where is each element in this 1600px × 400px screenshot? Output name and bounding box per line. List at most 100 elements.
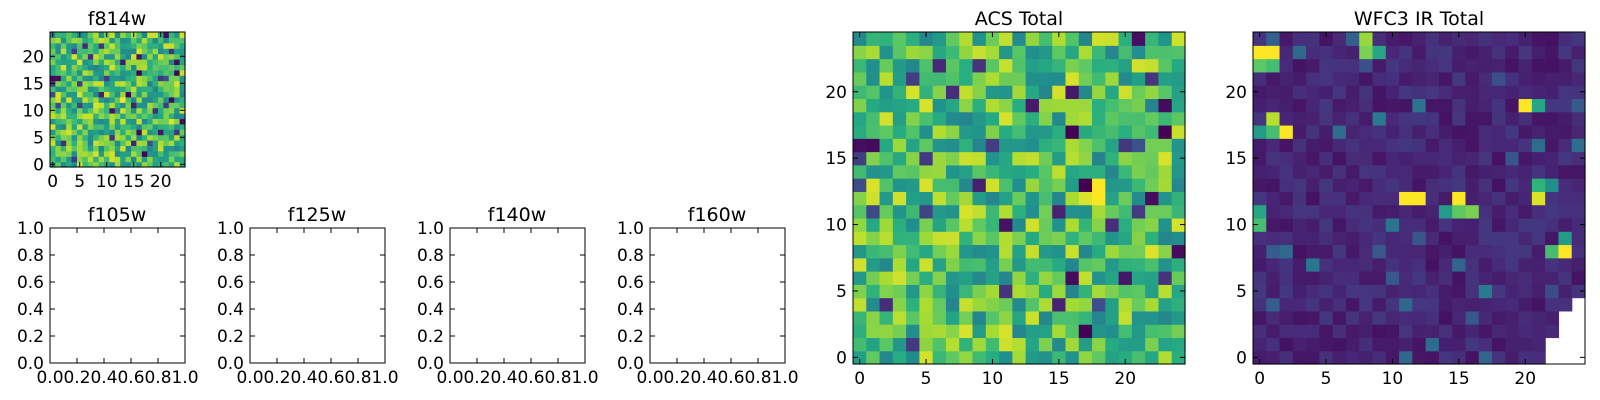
- heatmap-cell: [60, 32, 67, 38]
- heatmap-cell: [55, 134, 62, 141]
- heatmap-cell: [1292, 244, 1307, 259]
- heatmap-cell: [152, 75, 159, 82]
- x-tick-label: 20: [150, 172, 172, 192]
- heatmap-cell: [168, 48, 175, 55]
- heatmap-cell: [1558, 124, 1573, 139]
- heatmap-cell: [879, 85, 894, 99]
- heatmap-cell: [1065, 124, 1080, 139]
- heatmap-cell: [1038, 324, 1053, 339]
- heatmap-cell: [131, 123, 137, 130]
- heatmap-cell: [866, 124, 881, 139]
- heatmap-cell: [866, 337, 881, 352]
- heatmap-cell: [158, 64, 164, 71]
- heatmap-cell: [999, 45, 1013, 60]
- heatmap-cell: [906, 324, 920, 339]
- y-tick-label: 0.4: [617, 300, 644, 320]
- heatmap-cell: [919, 231, 934, 246]
- heatmap-cell: [87, 156, 94, 163]
- heatmap-cell: [1505, 71, 1520, 86]
- heatmap-cell: [1332, 191, 1347, 206]
- heatmap-cell: [1492, 151, 1506, 166]
- heatmap-cell: [1545, 284, 1560, 299]
- heatmap-cell: [1399, 217, 1413, 232]
- heatmap-cell: [959, 284, 974, 299]
- heatmap-cell: [1025, 310, 1040, 325]
- heatmap-cell: [163, 80, 170, 87]
- y-tick-label: 0.0: [217, 354, 244, 374]
- heatmap-cell: [1558, 151, 1573, 166]
- heatmap-cell: [1465, 58, 1480, 73]
- heatmap-cell: [163, 107, 170, 114]
- heatmap-cell: [1078, 204, 1093, 219]
- heatmap-cell: [163, 86, 170, 92]
- heatmap-cell: [932, 151, 947, 166]
- heatmap-cell: [1531, 204, 1546, 219]
- heatmap-cell: [906, 271, 920, 285]
- heatmap-cell: [152, 134, 159, 141]
- heatmap-cell: [1465, 164, 1480, 179]
- heatmap-cell: [972, 271, 987, 285]
- heatmap-cell: [1372, 151, 1387, 166]
- heatmap-cell: [1266, 178, 1281, 192]
- heatmap-cell: [152, 129, 159, 136]
- axes-frame: [1252, 31, 1586, 365]
- heatmap-cell: [945, 337, 960, 352]
- heatmap-cell: [131, 64, 137, 71]
- heatmap-cell: [141, 69, 148, 76]
- heatmap-cell: [179, 59, 186, 65]
- heatmap-cell: [168, 69, 175, 76]
- heatmap-cells: [50, 32, 186, 168]
- heatmap-cell: [1345, 204, 1360, 219]
- heatmap-cell: [71, 96, 78, 103]
- heatmap-cell: [1025, 350, 1040, 365]
- heatmap-cell: [71, 156, 78, 163]
- heatmap-cell: [179, 91, 186, 98]
- x-tick-label: 1.0: [571, 368, 598, 388]
- heatmap-cell: [82, 80, 89, 87]
- heatmap-cell: [1171, 138, 1186, 153]
- heatmap-cell: [932, 217, 947, 232]
- heatmap-cell: [892, 164, 907, 179]
- heatmap-cell: [158, 69, 164, 76]
- heatmap-cell: [109, 91, 116, 98]
- heatmap-cell: [1092, 58, 1106, 73]
- heatmap-cell: [972, 350, 987, 365]
- heatmap-cell: [1345, 310, 1360, 325]
- heatmap-cell: [60, 102, 67, 109]
- heatmap-cell: [1118, 138, 1133, 153]
- heatmap-cell: [120, 59, 127, 65]
- heatmap-cell: [866, 85, 881, 99]
- heatmap-cell: [179, 75, 186, 82]
- heatmap-cell: [98, 91, 105, 98]
- heatmap-cell: [1452, 98, 1467, 113]
- heatmap-cell: [50, 59, 56, 65]
- heatmap-cell: [114, 37, 121, 44]
- heatmap-cell: [104, 107, 110, 114]
- heatmap-cell: [879, 350, 894, 365]
- heatmap-cell: [1518, 310, 1533, 325]
- heatmap-cell: [879, 310, 894, 325]
- heatmap-cell: [919, 191, 934, 206]
- heatmap-cell: [1306, 32, 1320, 46]
- y-tick-label: 20: [22, 47, 44, 67]
- heatmap-cell: [158, 145, 164, 152]
- y-tick-label: 0.4: [417, 300, 444, 320]
- heatmap-cell: [853, 244, 867, 259]
- heatmap-cell: [919, 337, 934, 352]
- heatmap-cell: [55, 42, 62, 49]
- heatmap-cell: [120, 134, 127, 141]
- heatmap-cell: [1052, 271, 1067, 285]
- heatmap-cell: [125, 37, 132, 44]
- heatmap-cell: [1531, 98, 1546, 113]
- heatmap-cell: [152, 140, 159, 146]
- heatmap-cell: [866, 350, 881, 365]
- heatmap-cell: [1465, 32, 1480, 46]
- heatmap-cell: [136, 156, 143, 163]
- heatmap-cell: [1292, 71, 1307, 86]
- heatmap-cell: [1306, 85, 1320, 99]
- heatmap-cell: [1105, 151, 1120, 166]
- heatmap-cell: [1158, 178, 1173, 192]
- heatmap-cell: [179, 96, 186, 103]
- heatmap-cell: [158, 86, 164, 92]
- heatmap-cell: [109, 107, 116, 114]
